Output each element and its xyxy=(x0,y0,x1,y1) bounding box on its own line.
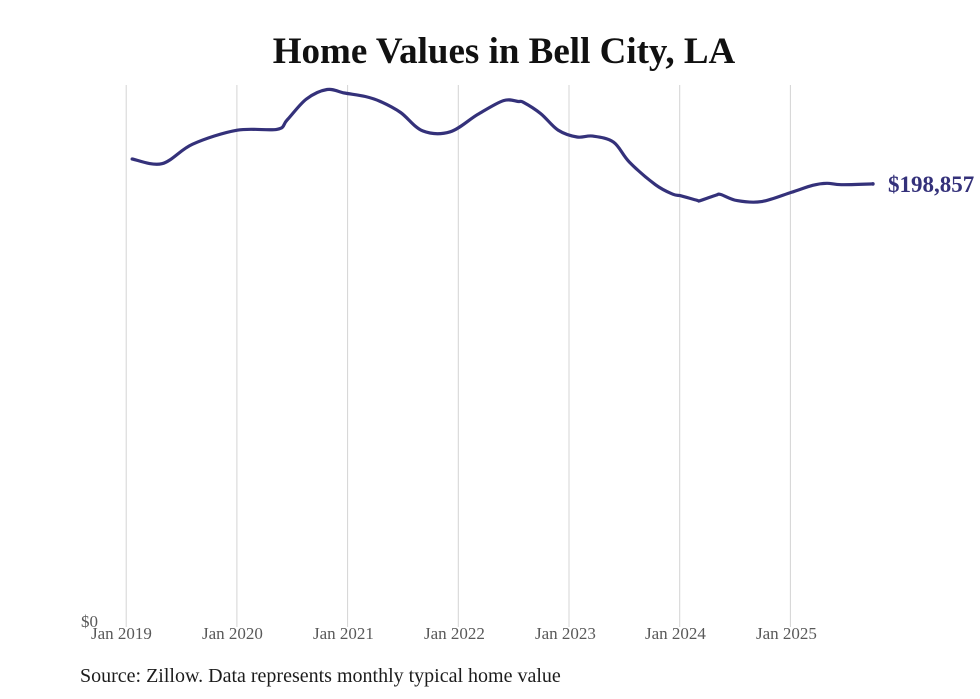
svg-text:Jan 2021: Jan 2021 xyxy=(313,624,374,643)
svg-text:$198,857: $198,857 xyxy=(888,172,974,197)
svg-text:Jan 2024: Jan 2024 xyxy=(645,624,706,643)
svg-text:Jan 2022: Jan 2022 xyxy=(424,624,485,643)
svg-text:Jan 2025: Jan 2025 xyxy=(756,624,817,643)
svg-text:Jan 2019: Jan 2019 xyxy=(91,624,152,643)
svg-text:Jan 2020: Jan 2020 xyxy=(202,624,263,643)
svg-text:Jan 2023: Jan 2023 xyxy=(535,624,596,643)
